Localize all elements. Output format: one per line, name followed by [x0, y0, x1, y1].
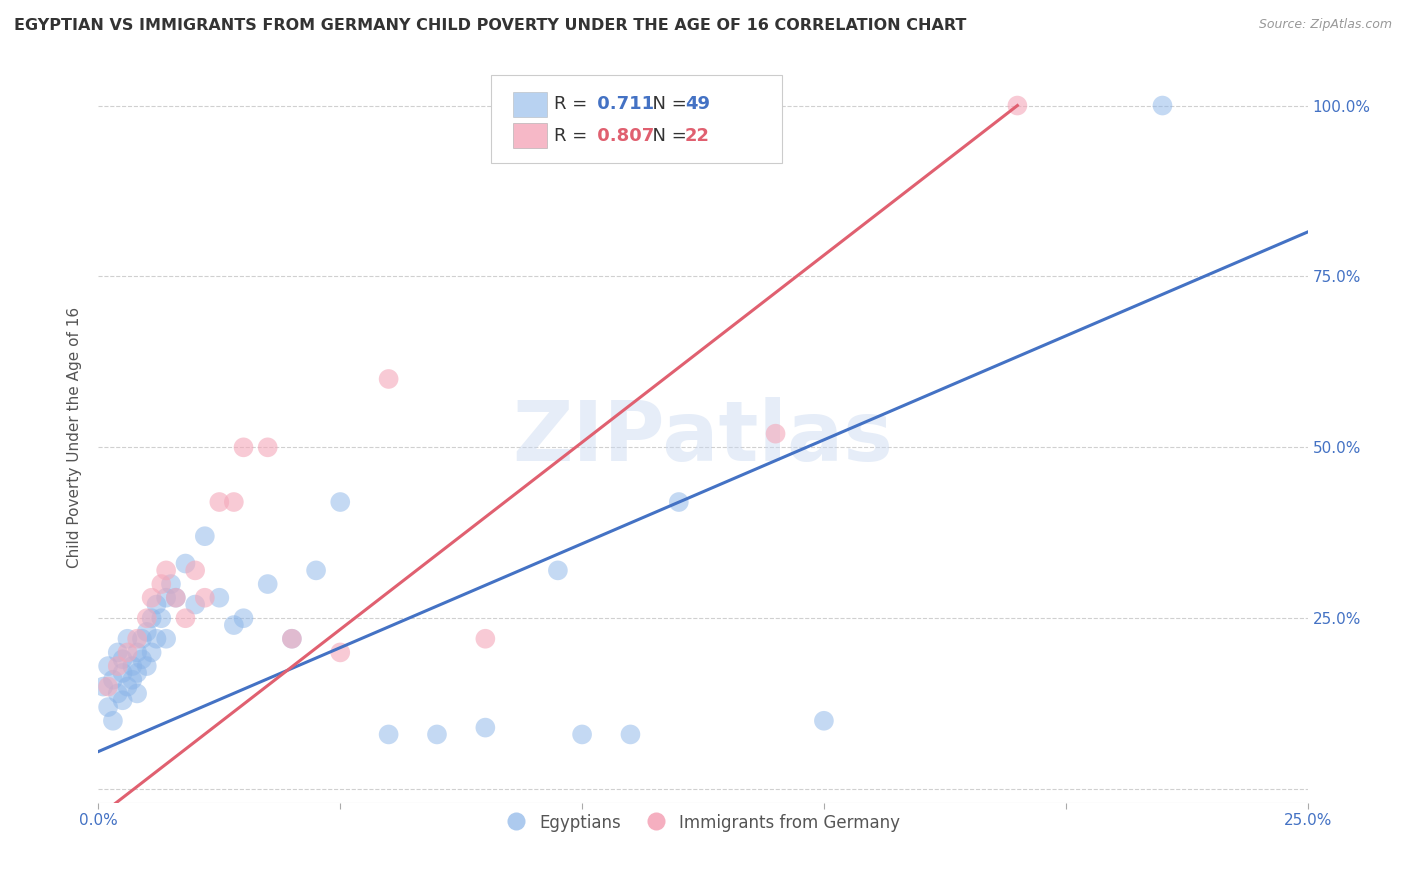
Point [174, 557, 197, 571]
Point [619, 727, 641, 741]
Point [107, 645, 129, 659]
Point [571, 727, 593, 741]
Point [281, 632, 304, 646]
Point [141, 611, 163, 625]
Point [329, 495, 352, 509]
Point [184, 598, 207, 612]
Point [150, 577, 173, 591]
Point [131, 652, 153, 666]
Point [377, 372, 399, 386]
Point [1007, 98, 1029, 112]
Point [208, 495, 231, 509]
Text: 22: 22 [685, 127, 710, 145]
Point [256, 440, 278, 454]
Point [222, 495, 245, 509]
Point [135, 611, 157, 625]
Point [165, 591, 187, 605]
Text: R =: R = [554, 95, 593, 113]
Point [232, 611, 254, 625]
Point [101, 714, 124, 728]
Point [184, 563, 207, 577]
Point [97, 700, 120, 714]
Text: ZIPatlas: ZIPatlas [513, 397, 893, 477]
Point [127, 632, 149, 646]
Point [141, 591, 163, 605]
Text: EGYPTIAN VS IMMIGRANTS FROM GERMANY CHILD POVERTY UNDER THE AGE OF 16 CORRELATIO: EGYPTIAN VS IMMIGRANTS FROM GERMANY CHIL… [14, 18, 966, 33]
Point [150, 611, 173, 625]
Point [97, 659, 120, 673]
Point [135, 659, 157, 673]
Point [121, 659, 143, 673]
Point [174, 611, 197, 625]
Text: 49: 49 [685, 95, 710, 113]
Point [117, 632, 139, 646]
FancyBboxPatch shape [513, 92, 547, 118]
Point [127, 665, 149, 680]
Point [101, 673, 124, 687]
Point [765, 426, 787, 441]
Point [141, 645, 163, 659]
Point [256, 577, 278, 591]
Point [1152, 98, 1174, 112]
Point [194, 591, 217, 605]
Point [107, 659, 129, 673]
Point [155, 563, 177, 577]
Point [474, 721, 496, 735]
Point [117, 645, 139, 659]
Point [155, 632, 177, 646]
Point [329, 645, 352, 659]
Text: Source: ZipAtlas.com: Source: ZipAtlas.com [1258, 18, 1392, 31]
FancyBboxPatch shape [492, 75, 782, 163]
Point [127, 645, 149, 659]
Point [281, 632, 304, 646]
FancyBboxPatch shape [513, 122, 547, 148]
Point [813, 714, 835, 728]
Point [305, 563, 328, 577]
Point [222, 618, 245, 632]
Legend: Egyptians, Immigrants from Germany: Egyptians, Immigrants from Germany [499, 807, 907, 838]
Point [194, 529, 217, 543]
Text: R =: R = [554, 127, 593, 145]
Text: 0.711: 0.711 [591, 95, 654, 113]
Point [474, 632, 496, 646]
Point [127, 686, 149, 700]
Text: 0.807: 0.807 [591, 127, 654, 145]
Point [145, 598, 167, 612]
Point [160, 577, 183, 591]
Point [145, 632, 167, 646]
Point [232, 440, 254, 454]
Point [111, 693, 134, 707]
Point [111, 665, 134, 680]
Point [668, 495, 690, 509]
Point [208, 591, 231, 605]
Point [426, 727, 449, 741]
Point [91, 680, 114, 694]
Point [377, 727, 399, 741]
Point [121, 673, 143, 687]
Point [165, 591, 187, 605]
Point [107, 686, 129, 700]
Point [155, 591, 177, 605]
Point [135, 624, 157, 639]
Point [117, 680, 139, 694]
Y-axis label: Child Poverty Under the Age of 16: Child Poverty Under the Age of 16 [67, 307, 83, 567]
Text: N =: N = [641, 127, 693, 145]
Point [111, 652, 134, 666]
Point [97, 680, 120, 694]
Text: N =: N = [641, 95, 693, 113]
Point [547, 563, 569, 577]
Point [131, 632, 153, 646]
